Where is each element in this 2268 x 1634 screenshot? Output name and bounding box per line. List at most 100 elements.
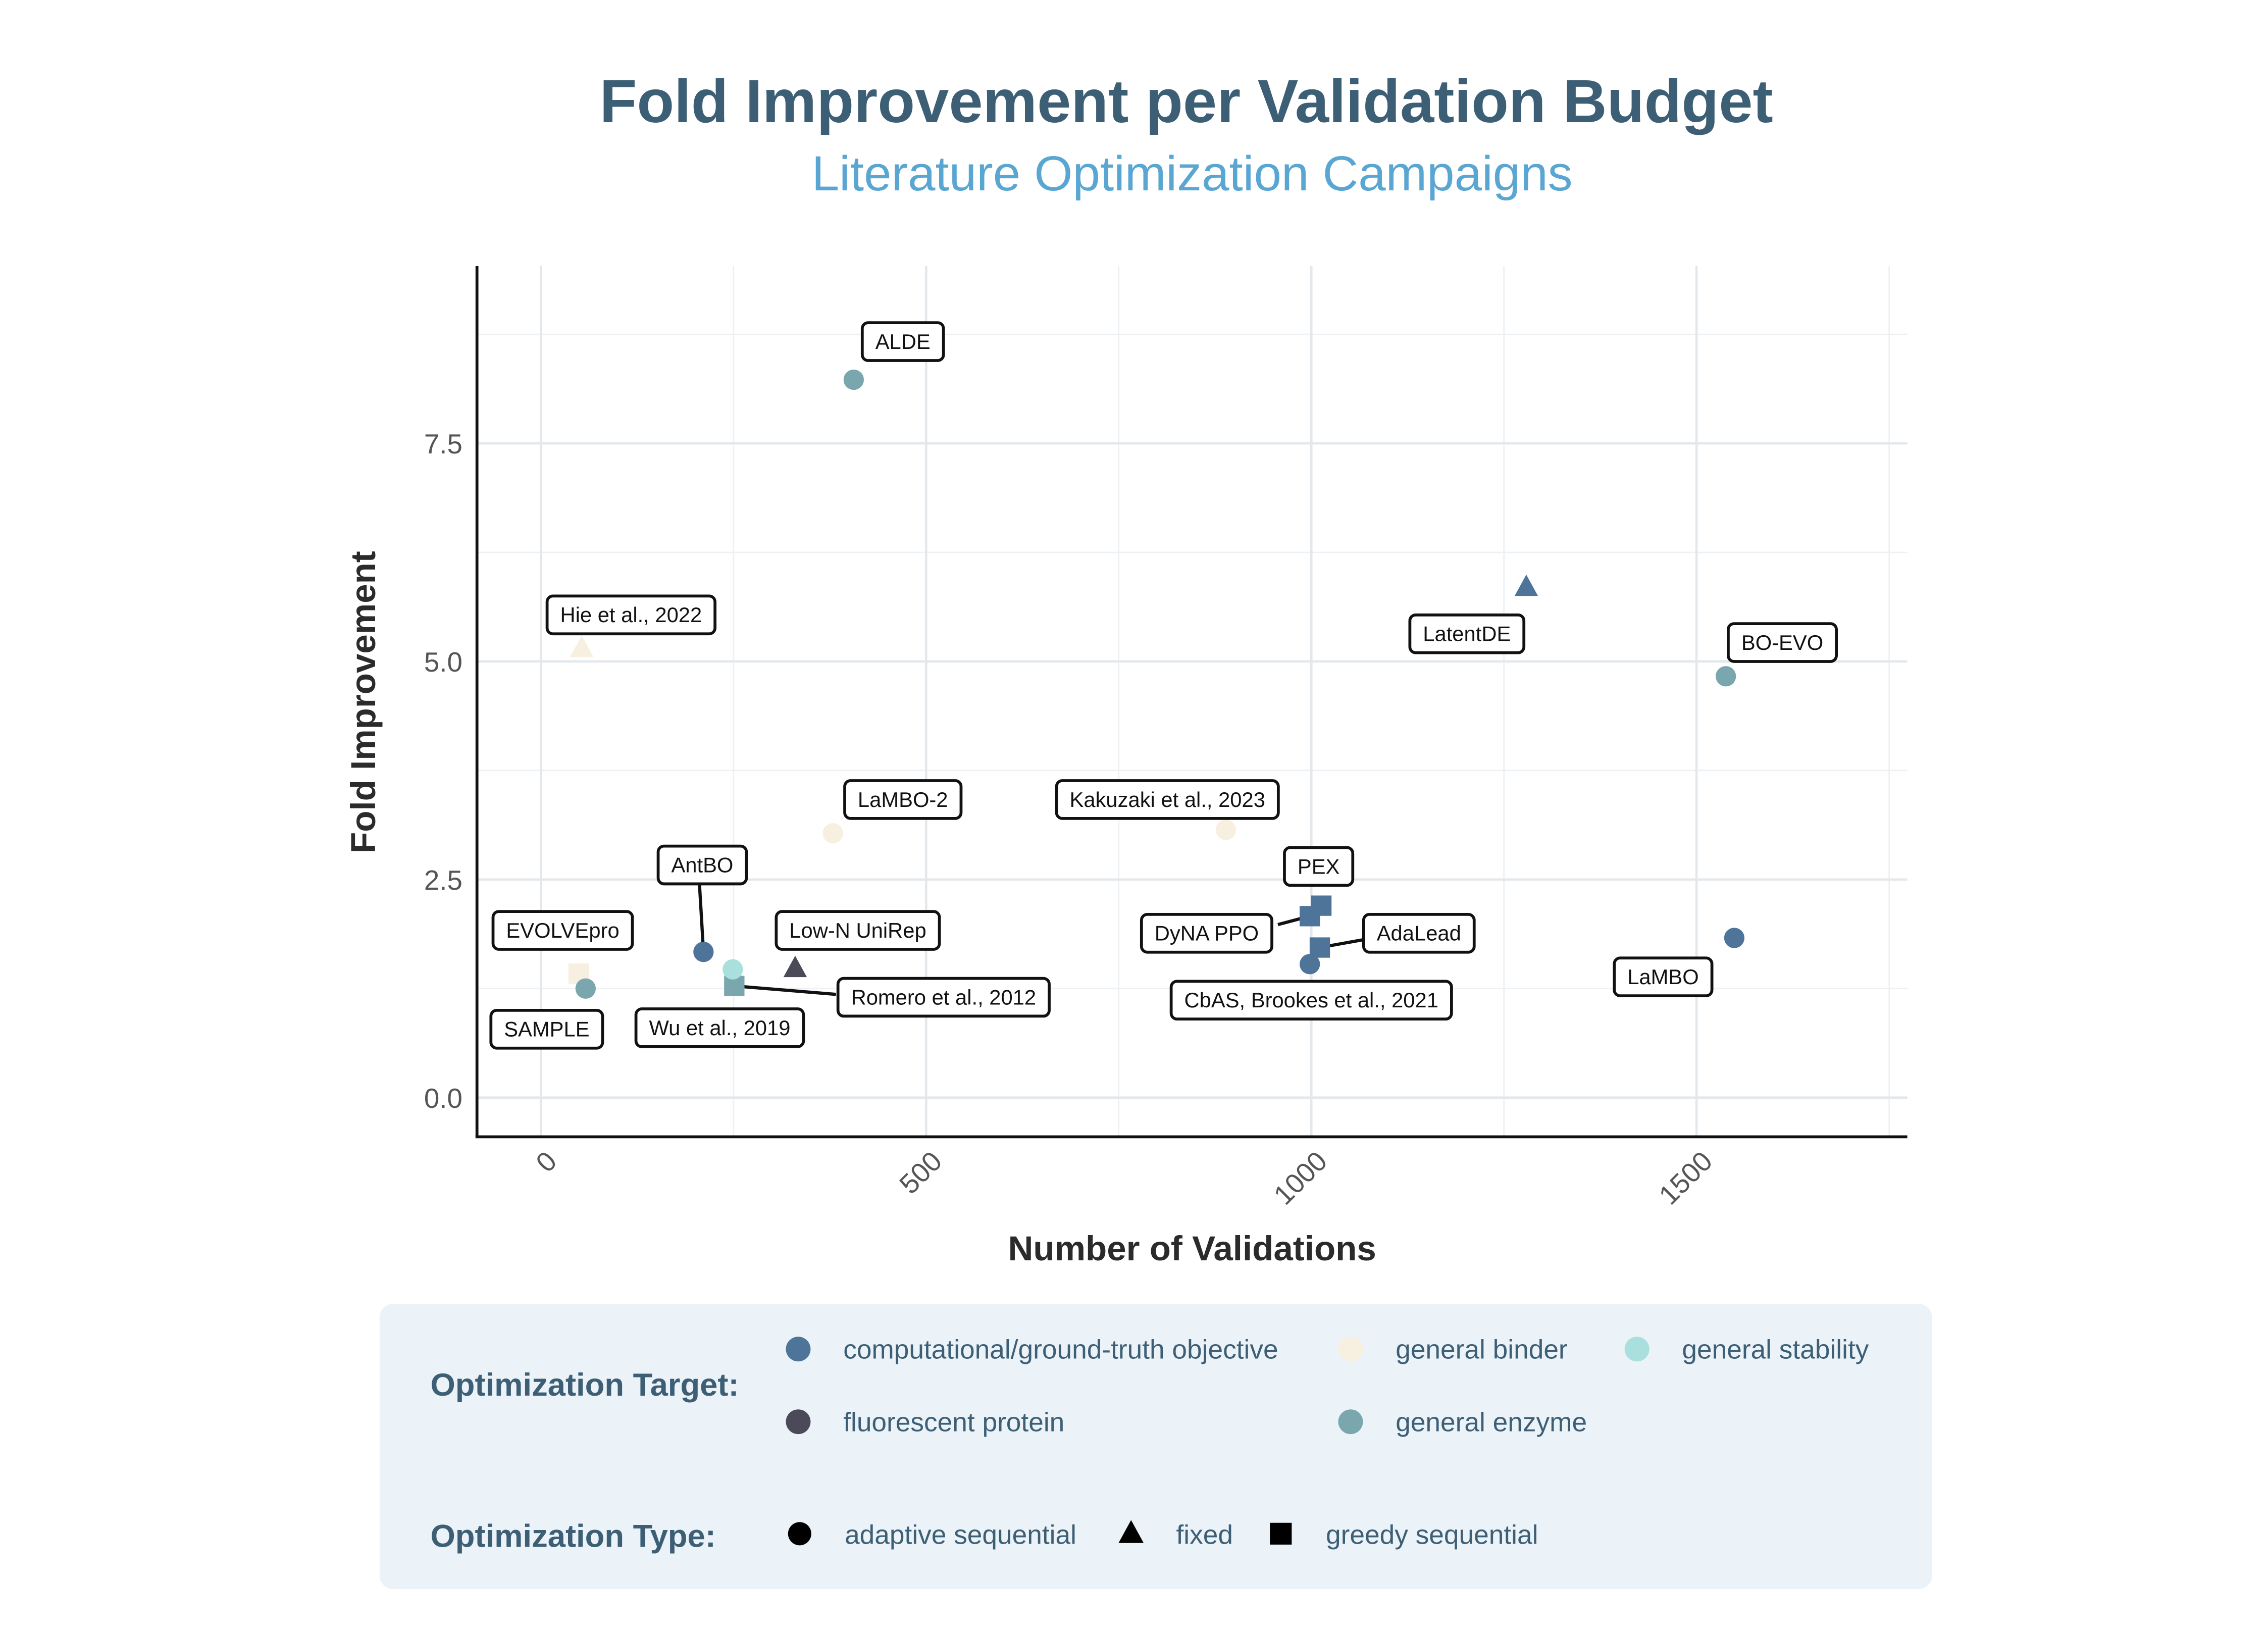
point-label: PEX	[1283, 846, 1355, 887]
legend-type-label: adaptive sequential	[845, 1520, 1076, 1550]
label-text: Romero et al., 2012	[851, 985, 1037, 1009]
label-text: LaMBO	[1627, 965, 1699, 989]
data-point	[783, 955, 807, 978]
label-box	[1140, 913, 1273, 954]
legend-target-label: general stability	[1682, 1335, 1869, 1364]
legend-swatch-icon	[1338, 1337, 1363, 1362]
point-label: LatentDE	[1408, 613, 1526, 654]
data-point	[1514, 574, 1538, 596]
point-label: BO-EVO	[1727, 622, 1838, 663]
triangle-icon	[1118, 1520, 1144, 1543]
label-box	[1055, 779, 1280, 820]
legend-swatch-icon	[1338, 1409, 1363, 1435]
label-text: AdaLead	[1377, 922, 1461, 945]
label-box	[836, 977, 1051, 1018]
chart-title: Fold Improvement per Validation Budget	[599, 67, 1773, 135]
x-axis-label: Number of Validations	[1008, 1229, 1376, 1268]
label-box	[545, 594, 717, 636]
point-label: LaMBO	[1613, 956, 1714, 997]
label-box	[491, 910, 634, 951]
label-box	[1169, 980, 1453, 1021]
legend-target-title: Optimization Target:	[431, 1367, 739, 1403]
y-tick-label: 0.0	[424, 1083, 462, 1114]
data-point	[723, 959, 743, 980]
point-label: Kakuzaki et al., 2023	[1055, 779, 1280, 820]
legend-swatch-icon	[786, 1409, 811, 1435]
label-box	[1408, 613, 1526, 654]
label-text: Kakuzaki et al., 2023	[1069, 788, 1265, 811]
x-tick-label: 1500	[1653, 1145, 1718, 1211]
data-point	[570, 635, 594, 657]
y-tick-label: 5.0	[424, 646, 462, 678]
data-points	[568, 369, 1745, 999]
y-tick-label: 7.5	[424, 428, 462, 459]
data-point	[693, 942, 714, 962]
label-box	[843, 779, 963, 820]
point-label: Low-N UniRep	[775, 910, 941, 951]
label-text: LaMBO-2	[858, 788, 948, 811]
label-box	[775, 910, 941, 951]
circle-icon	[788, 1522, 811, 1546]
leader-line	[698, 882, 705, 952]
legend-type-label: fixed	[1176, 1520, 1232, 1550]
point-labels: ALDE Hie et al., 2022 LatentDE BO-EVO LaMBO-…	[489, 321, 1838, 1050]
legend-type-title: Optimization Type:	[431, 1518, 716, 1554]
data-point	[1716, 666, 1736, 687]
point-label: Romero et al., 2012	[836, 977, 1051, 1018]
square-icon	[1270, 1522, 1292, 1545]
label-text: Low-N UniRep	[789, 918, 926, 942]
legend-target-label: general binder	[1396, 1335, 1567, 1364]
legend: Optimization Target: Optimization Type: …	[379, 1304, 1932, 1589]
legend-swatch-icon	[1624, 1337, 1650, 1362]
legend-target-label: fluorescent protein	[843, 1407, 1064, 1437]
data-point	[1309, 937, 1330, 958]
legend-target-label: computational/ground-truth objective	[843, 1335, 1278, 1364]
legend-background	[379, 1304, 1932, 1589]
label-box	[1727, 622, 1838, 663]
chart-subtitle: Literature Optimization Campaigns	[812, 145, 1573, 201]
legend-target-label: general enzyme	[1396, 1407, 1587, 1437]
label-text: BO-EVO	[1741, 631, 1823, 654]
label-box	[1362, 913, 1476, 954]
data-point	[575, 978, 596, 999]
data-point	[1724, 928, 1745, 948]
label-text: AntBO	[671, 853, 733, 877]
data-point	[822, 823, 843, 844]
data-point	[1300, 954, 1320, 975]
label-text: SAMPLE	[504, 1017, 589, 1041]
point-label: Hie et al., 2022	[545, 594, 717, 636]
label-text: PEX	[1298, 854, 1340, 878]
point-label: EVOLVEpro	[491, 910, 634, 951]
label-box	[860, 321, 945, 362]
label-text: EVOLVEpro	[506, 918, 619, 942]
label-box	[1613, 956, 1714, 997]
point-label: Wu et al., 2019	[634, 1007, 805, 1048]
label-box	[489, 1009, 604, 1050]
leader-line	[734, 984, 837, 996]
point-label: LaMBO-2	[843, 779, 963, 820]
point-label: ALDE	[860, 321, 945, 362]
point-label: DyNA PPO	[1140, 913, 1273, 954]
point-label: AntBO	[656, 844, 748, 886]
x-tick-label: 1000	[1267, 1145, 1333, 1211]
x-tick-label: 500	[893, 1145, 948, 1200]
y-axis-label: Fold Improvement	[343, 551, 383, 853]
label-text: Hie et al., 2022	[560, 603, 702, 627]
label-box	[634, 1007, 805, 1048]
legend-swatch-icon	[786, 1337, 811, 1362]
point-label: SAMPLE	[489, 1009, 604, 1050]
data-point	[843, 369, 864, 390]
data-point	[1215, 820, 1236, 840]
label-text: LatentDE	[1423, 622, 1511, 646]
label-box	[1283, 846, 1355, 887]
label-box	[656, 844, 748, 886]
y-tick-label: 2.5	[424, 864, 462, 896]
x-tick-label: 0	[530, 1145, 562, 1178]
label-text: DyNA PPO	[1155, 922, 1259, 945]
label-text: Wu et al., 2019	[649, 1016, 790, 1040]
label-text: CbAS, Brookes et al., 2021	[1184, 988, 1438, 1012]
point-label: CbAS, Brookes et al., 2021	[1169, 980, 1453, 1021]
legend-type-label: greedy sequential	[1326, 1520, 1538, 1550]
label-text: ALDE	[875, 330, 931, 353]
